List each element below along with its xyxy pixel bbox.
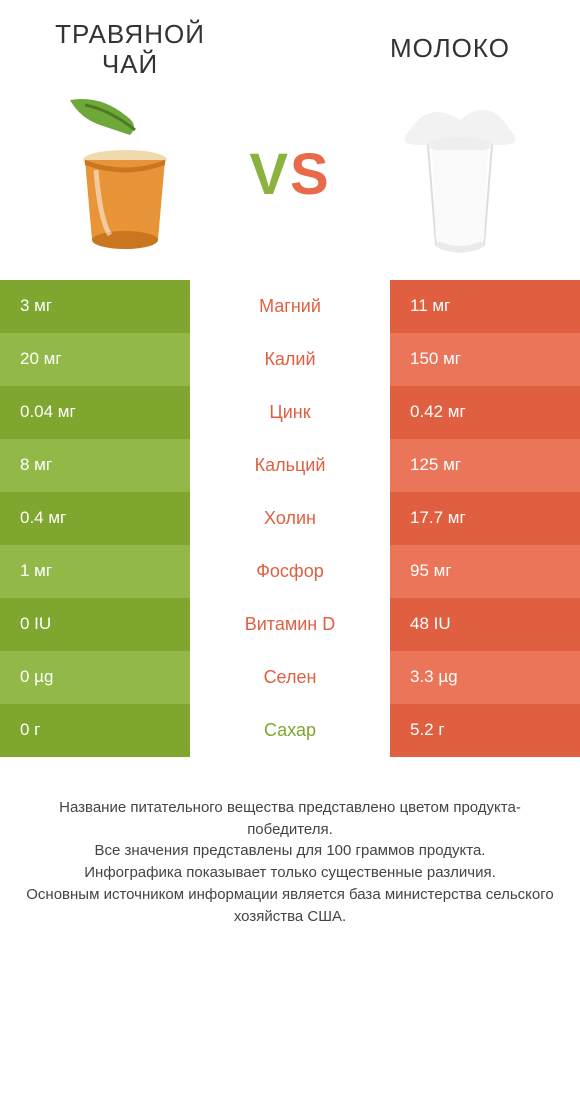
- left-value: 0 µg: [0, 651, 190, 704]
- right-value: 0.42 мг: [390, 386, 580, 439]
- nutrient-label: Калий: [190, 333, 390, 386]
- table-row: 0 гСахар5.2 г: [0, 704, 580, 757]
- right-value: 3.3 µg: [390, 651, 580, 704]
- right-value: 5.2 г: [390, 704, 580, 757]
- nutrient-label: Кальций: [190, 439, 390, 492]
- right-value: 150 мг: [390, 333, 580, 386]
- table-row: 0 IUВитамин D48 IU: [0, 598, 580, 651]
- left-product-title: Травяной чай: [30, 20, 230, 80]
- right-product-title: Молоко: [350, 20, 550, 64]
- nutrient-label: Сахар: [190, 704, 390, 757]
- nutrient-label: Цинк: [190, 386, 390, 439]
- left-value: 8 мг: [0, 439, 190, 492]
- table-row: 20 мгКалий150 мг: [0, 333, 580, 386]
- left-value: 0.04 мг: [0, 386, 190, 439]
- table-row: 0.4 мгХолин17.7 мг: [0, 492, 580, 545]
- nutrient-label: Холин: [190, 492, 390, 545]
- right-value: 11 мг: [390, 280, 580, 333]
- images-row: VS: [0, 80, 580, 280]
- footer-notes: Название питательного вещества представл…: [0, 757, 580, 928]
- right-product-image: [370, 90, 550, 260]
- table-row: 1 мгФосфор95 мг: [0, 545, 580, 598]
- left-value: 0.4 мг: [0, 492, 190, 545]
- right-value: 95 мг: [390, 545, 580, 598]
- left-value: 1 мг: [0, 545, 190, 598]
- left-value: 20 мг: [0, 333, 190, 386]
- table-row: 0.04 мгЦинк0.42 мг: [0, 386, 580, 439]
- right-value: 125 мг: [390, 439, 580, 492]
- table-row: 3 мгМагний11 мг: [0, 280, 580, 333]
- left-product-image: [30, 90, 210, 260]
- table-row: 8 мгКальций125 мг: [0, 439, 580, 492]
- nutrient-label: Магний: [190, 280, 390, 333]
- footer-line: Все значения представлены для 100 граммо…: [20, 840, 560, 862]
- vs-s: S: [290, 142, 331, 207]
- left-value: 3 мг: [0, 280, 190, 333]
- header: Травяной чай Молоко: [0, 0, 580, 80]
- vs-label: VS: [249, 141, 330, 208]
- left-value: 0 IU: [0, 598, 190, 651]
- vs-v: V: [249, 142, 290, 207]
- table-row: 0 µgСелен3.3 µg: [0, 651, 580, 704]
- left-value: 0 г: [0, 704, 190, 757]
- nutrient-label: Фосфор: [190, 545, 390, 598]
- footer-line: Название питательного вещества представл…: [20, 797, 560, 841]
- nutrient-label: Селен: [190, 651, 390, 704]
- nutrient-label: Витамин D: [190, 598, 390, 651]
- footer-line: Основным источником информации является …: [20, 884, 560, 928]
- right-value: 17.7 мг: [390, 492, 580, 545]
- right-value: 48 IU: [390, 598, 580, 651]
- footer-line: Инфографика показывает только существенн…: [20, 862, 560, 884]
- nutrient-table: 3 мгМагний11 мг20 мгКалий150 мг0.04 мгЦи…: [0, 280, 580, 757]
